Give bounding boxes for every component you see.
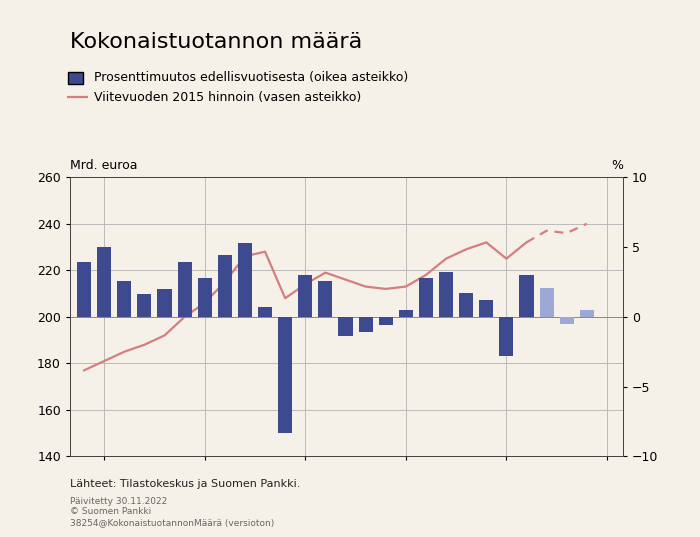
Bar (480, 300, 494, 317)
Bar (218, 256, 232, 317)
Bar (580, 310, 594, 317)
Bar (519, 275, 533, 317)
Bar (118, 280, 132, 317)
Bar (137, 294, 151, 317)
Text: Päivitetty 30.11.2022: Päivitetty 30.11.2022 (70, 497, 167, 506)
Bar (318, 280, 332, 317)
Bar (339, 317, 353, 336)
Bar (77, 263, 91, 317)
Bar (97, 247, 111, 317)
Bar (298, 275, 312, 317)
Text: 38254@KokonaistuotannonMäärä (versioton): 38254@KokonaistuotannonMäärä (versioton) (70, 518, 274, 527)
Bar (278, 317, 292, 433)
Bar (439, 272, 453, 317)
Bar (459, 293, 473, 317)
Bar (540, 287, 554, 317)
Text: %: % (611, 158, 623, 172)
Bar (178, 263, 192, 317)
Text: Mrd. euroa: Mrd. euroa (70, 158, 137, 172)
Text: Lähteet: Tilastokeskus ja Suomen Pankki.: Lähteet: Tilastokeskus ja Suomen Pankki. (70, 479, 300, 489)
Bar (258, 307, 272, 317)
Bar (358, 317, 372, 332)
Bar (499, 317, 513, 356)
Bar (379, 317, 393, 325)
Bar (399, 310, 413, 317)
Bar (158, 289, 172, 317)
Text: © Suomen Pankki: © Suomen Pankki (70, 507, 151, 517)
Text: Kokonaistuotannon määrä: Kokonaistuotannon määrä (70, 32, 363, 52)
Bar (197, 278, 212, 317)
Text: Viitevuoden 2015 hinnoin (vasen asteikko): Viitevuoden 2015 hinnoin (vasen asteikko… (94, 91, 362, 104)
Text: Prosenttimuutos edellisvuotisesta (oikea asteikko): Prosenttimuutos edellisvuotisesta (oikea… (94, 71, 409, 84)
Bar (560, 317, 574, 324)
Bar (419, 278, 433, 317)
Bar (238, 243, 252, 317)
